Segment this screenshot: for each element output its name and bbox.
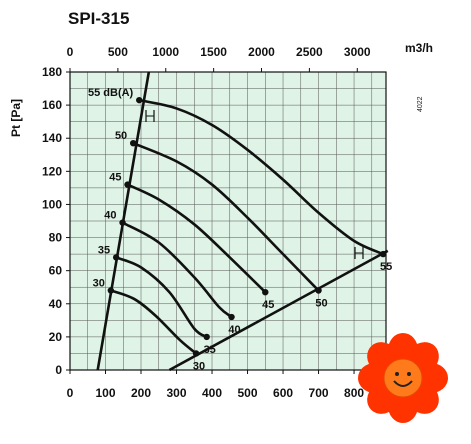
curve-end-label: 30	[193, 360, 205, 372]
curve-50	[132, 141, 320, 292]
y-tick-label: 60	[49, 264, 63, 278]
curve-end-point	[315, 287, 322, 294]
grid	[70, 72, 386, 370]
x-bottom-tick-label: 300	[167, 386, 187, 400]
bottom-boundary-line	[168, 249, 389, 372]
curve-end-point	[379, 250, 387, 258]
x-bottom-tick-label: 700	[309, 386, 329, 400]
curve-start-label: 55 dB(A)	[88, 87, 134, 99]
curve-end-label: 35	[204, 344, 216, 356]
curve-30	[110, 289, 197, 355]
curve-start-point	[119, 219, 126, 226]
curve-end-point	[203, 333, 210, 341]
x-top-tick-label: 2000	[248, 45, 275, 59]
curve-start-point	[107, 287, 115, 294]
curve-end-point	[192, 350, 200, 357]
y-axis-label: Pt [Pa]	[9, 99, 23, 137]
curve-points	[107, 96, 387, 357]
x-bottom-tick-label: 600	[273, 386, 293, 400]
y-tick-label: 80	[49, 231, 63, 245]
curve-end-label: 40	[228, 324, 240, 336]
x-bottom-tick-label: 200	[131, 386, 151, 400]
x-top-tick-label: 2500	[296, 45, 323, 59]
curve-start-label: 50	[115, 130, 127, 142]
curve-start-label: 30	[93, 278, 105, 290]
curve-start-point	[130, 139, 137, 147]
curve-end-label: 55	[380, 261, 392, 273]
x-top-tick-label: 1000	[152, 45, 179, 59]
curve-end-point	[262, 288, 269, 296]
plot-frame	[69, 71, 387, 371]
x-bottom-tick-label: 400	[202, 386, 222, 400]
y-tick-label: 140	[42, 131, 62, 145]
y-tick-label: 160	[42, 98, 62, 112]
y-tick-label: 120	[42, 164, 62, 178]
curve-end-point	[228, 313, 235, 321]
x-bottom-tick-label: 0	[67, 386, 74, 400]
y-tick-label: 20	[49, 330, 63, 344]
smiley-flower-icon	[358, 333, 448, 423]
curve-40	[121, 221, 233, 319]
chart-title: SPI-315	[68, 9, 129, 28]
curve-35	[115, 256, 208, 339]
curve-start-point	[124, 181, 131, 188]
y-tick-label: 100	[42, 197, 62, 211]
top-axis-unit: m3/h	[405, 41, 433, 55]
x-bottom-tick-label: 100	[95, 386, 115, 400]
curve-labels: 55 dB(A) 50 45 40 35 30 55 50 45 40 35 30	[88, 87, 392, 372]
curve-55-dB-A-	[138, 98, 384, 256]
curve-start-point	[136, 96, 143, 104]
y-tick-label: 40	[49, 297, 63, 311]
range-marker-top	[145, 110, 155, 122]
curve-start-point	[112, 254, 120, 261]
axes	[69, 71, 387, 371]
y-tick-label: 180	[42, 65, 62, 79]
x-bottom-tick-label: 800	[344, 386, 364, 400]
range-marker-right	[354, 247, 364, 259]
curve-start-label: 35	[98, 244, 110, 256]
curve-start-label: 45	[109, 172, 121, 184]
y-tick-label: 0	[55, 363, 62, 377]
curves	[110, 98, 384, 355]
x-top-tick-label: 1500	[200, 45, 227, 59]
x-top-tick-label: 500	[108, 45, 128, 59]
x-bottom-tick-label: 500	[238, 386, 258, 400]
curve-end-label: 50	[315, 298, 327, 310]
curve-45	[126, 183, 267, 294]
side-note: 4022	[417, 96, 424, 112]
x-top-tick-label: 0	[67, 45, 74, 59]
curve-end-label: 45	[262, 299, 274, 311]
curve-start-label: 40	[104, 210, 116, 222]
x-top-tick-label: 3000	[344, 45, 371, 59]
